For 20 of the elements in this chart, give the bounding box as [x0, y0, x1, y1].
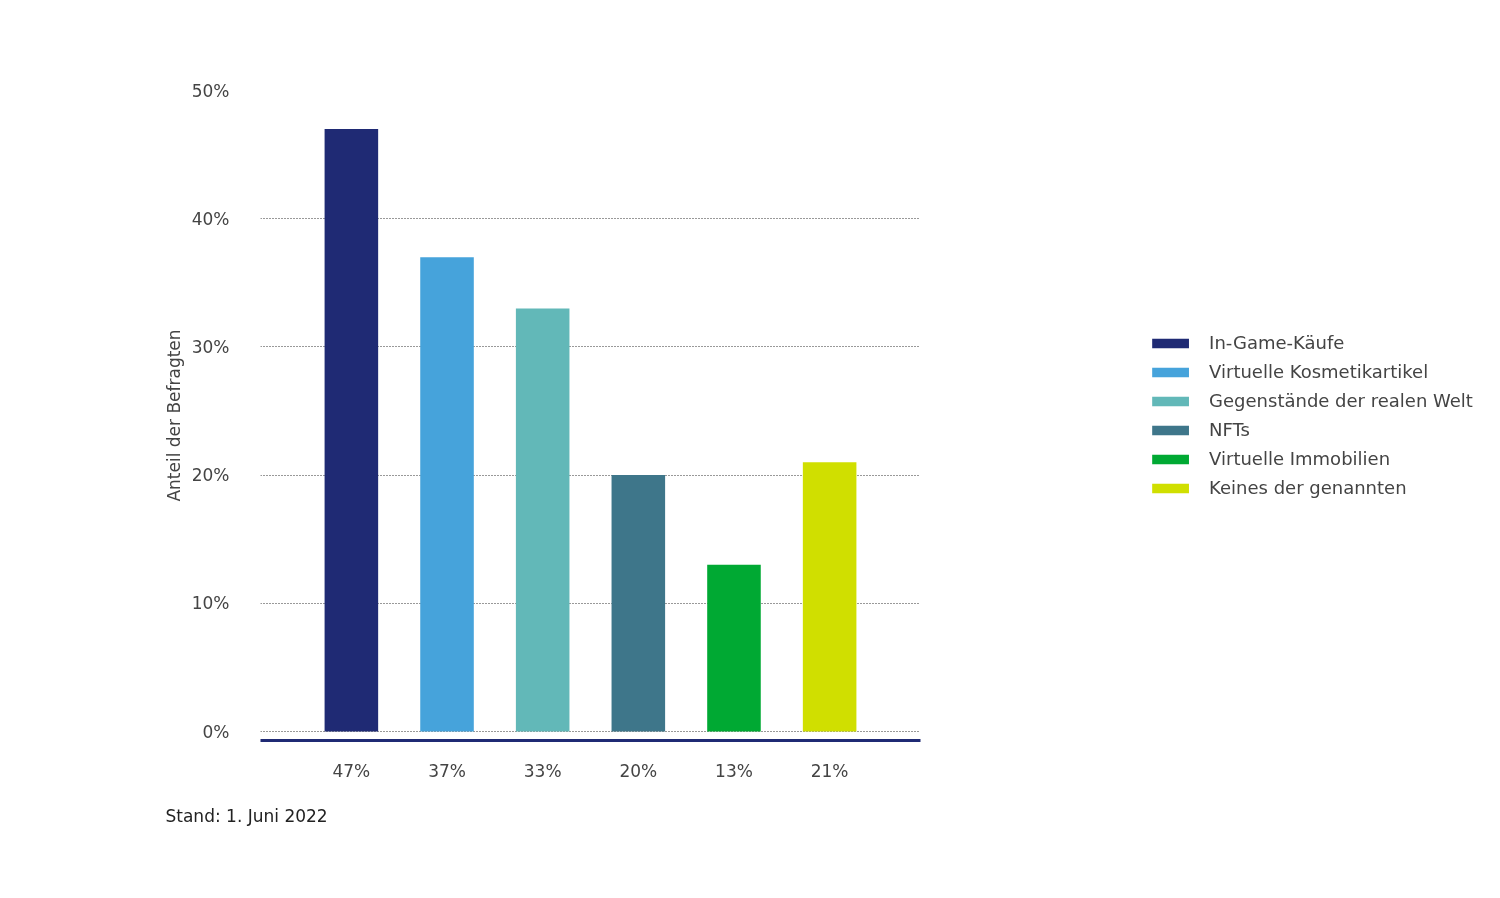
data-label: 21% [810, 760, 849, 781]
legend-label: Virtuelle Kosmetikartikel [1209, 361, 1429, 382]
data-label: 13% [715, 760, 753, 781]
y-tick-label: 50% [191, 80, 230, 101]
data-label: 33% [523, 760, 562, 781]
y-tick-label: 0% [202, 721, 230, 742]
legend-label: NFTs [1209, 419, 1250, 440]
data-label: 20% [619, 760, 658, 781]
legend-label: Keines der genannten [1209, 477, 1407, 498]
y-tick-label: 20% [191, 465, 230, 486]
legend-label: Gegenstände der realen Welt [1209, 390, 1473, 411]
y-tick-label: 40% [191, 208, 230, 229]
y-tick-label: 30% [191, 336, 230, 357]
data-label: 37% [428, 760, 466, 781]
y-axis-title: Anteil der Befragten [163, 329, 184, 502]
legend-label: Virtuelle Immobilien [1209, 448, 1391, 469]
text: Stand: 1. Juni 2022 [165, 805, 328, 826]
legend-label: In-Game-Käufe [1209, 332, 1345, 353]
data-label: 47% [332, 760, 371, 781]
y-tick-label: 10% [191, 593, 230, 614]
